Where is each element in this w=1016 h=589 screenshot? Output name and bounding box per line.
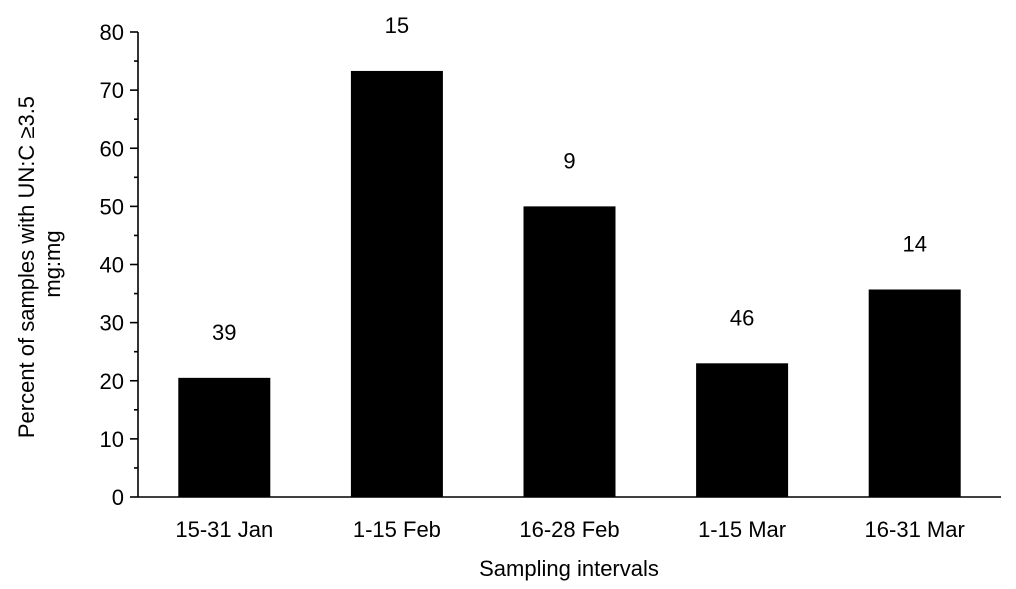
x-tick-label: 15-31 Jan: [175, 517, 273, 542]
y-tick-label: 20: [100, 369, 124, 394]
y-axis-title-line-1: Percent of samples with UN:C ≥3.5: [14, 96, 39, 438]
x-tick-label: 16-31 Mar: [865, 517, 965, 542]
y-tick-label: 50: [100, 194, 124, 219]
bar: [523, 206, 616, 497]
y-tick-label: 30: [100, 311, 124, 336]
bar-data-label: 14: [902, 231, 926, 256]
y-tick-label: 0: [112, 485, 124, 510]
y-tick-label: 70: [100, 78, 124, 103]
x-tick-label: 16-28 Feb: [519, 517, 619, 542]
bar-data-label: 15: [385, 13, 409, 38]
bar-data-label: 46: [730, 305, 754, 330]
bar-data-label: 39: [212, 320, 236, 345]
y-tick-label: 60: [100, 136, 124, 161]
data-labels-group: 39 15 9 46 14: [212, 13, 927, 345]
bar: [868, 289, 961, 497]
x-axis-tick-labels: 15-31 Jan 1-15 Feb 16-28 Feb 1-15 Mar 16-31 …: [175, 517, 964, 542]
x-axis-title: Sampling intervals: [479, 556, 659, 581]
bars-group: [178, 70, 961, 497]
bar: [350, 70, 443, 497]
bar-data-label: 9: [563, 148, 575, 173]
x-tick-label: 1-15 Feb: [353, 517, 441, 542]
bar: [696, 363, 789, 497]
x-tick-label: 1-15 Mar: [698, 517, 786, 542]
y-axis-title: Percent of samples with UN:C ≥3.5 mg:mg: [14, 90, 65, 438]
y-tick-label: 40: [100, 253, 124, 278]
y-axis-title-line-2: mg:mg: [40, 230, 65, 297]
y-tick-label: 10: [100, 427, 124, 452]
y-axis-ticks: 0 10 20 30 40 50 60 70 80: [100, 20, 138, 510]
bar: [178, 377, 271, 497]
y-tick-label: 80: [100, 20, 124, 45]
